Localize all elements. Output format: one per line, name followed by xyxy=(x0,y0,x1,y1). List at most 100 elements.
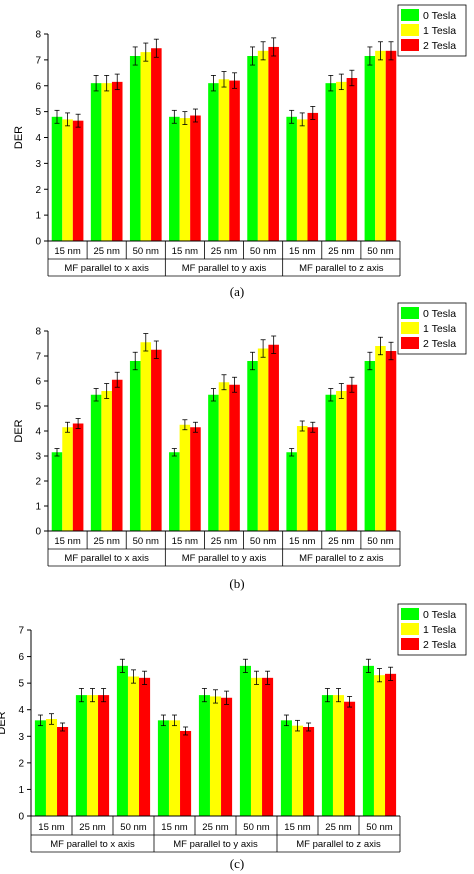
x-tick-label: 15 nm xyxy=(289,246,315,257)
bar-1-tesla-5 xyxy=(218,382,230,531)
bar-2-tesla-4 xyxy=(190,115,201,241)
y-tick-label: 4 xyxy=(18,705,24,716)
x-tick-label: 25 nm xyxy=(202,822,228,833)
y-tick-label: 6 xyxy=(35,81,41,92)
x-tick-label: 25 nm xyxy=(211,246,237,257)
bar-2-tesla-4 xyxy=(180,730,192,816)
x-tick-label: 50 nm xyxy=(243,822,269,833)
bar-0-tesla-7 xyxy=(286,116,297,241)
group-label: MF parallel to x axis xyxy=(50,839,135,850)
bar-0-tesla-5 xyxy=(198,695,210,816)
group-label: MF parallel to y axis xyxy=(182,553,267,564)
x-tick-label: 15 nm xyxy=(54,536,80,547)
bar-1-tesla-2 xyxy=(101,391,112,531)
panel-caption: (c) xyxy=(230,856,244,871)
y-tick-label: 1 xyxy=(35,502,41,513)
chart-1: 0 1 2 3 4 5 6 7 8 DER 15 nm 25 nm 50 nm 15 nm 25 nm 50 … xyxy=(13,4,467,299)
bar-1-tesla-3 xyxy=(140,342,152,531)
y-tick-label: 0 xyxy=(35,527,41,538)
chart-3: 0 1 2 3 4 5 6 7 DER 15 nm 25 nm 50 nm 15 nm 25 nm 50 n… xyxy=(0,603,467,871)
y-tick-label: 8 xyxy=(35,30,41,41)
bar-1-tesla-1 xyxy=(62,427,73,531)
legend: 0 Tesla 1 Tesla 2 Tesla xyxy=(397,4,467,57)
bar-1-tesla-4 xyxy=(179,118,191,241)
x-tick-label: 15 nm xyxy=(161,822,187,833)
y-tick-label: 2 xyxy=(35,477,41,488)
y-tick-label: 0 xyxy=(35,237,41,248)
bar-2-tesla-6 xyxy=(268,344,279,531)
bar-0-tesla-4 xyxy=(169,452,180,531)
bar-2-tesla-9 xyxy=(385,673,397,816)
legend-swatch xyxy=(401,337,419,349)
y-tick-label: 5 xyxy=(18,679,24,690)
bar-2-tesla-3 xyxy=(139,677,151,816)
legend-label: 2 Tesla xyxy=(423,338,456,350)
x-tick-label: 15 nm xyxy=(172,536,198,547)
legend-swatch xyxy=(401,9,419,21)
bar-0-tesla-2 xyxy=(75,695,87,816)
legend-label: 1 Tesla xyxy=(423,323,456,335)
bar-0-tesla-9 xyxy=(362,665,374,816)
group-label: MF parallel to x axis xyxy=(64,553,149,564)
bar-1-tesla-5 xyxy=(218,79,230,241)
y-tick-label: 7 xyxy=(18,626,24,637)
bar-2-tesla-5 xyxy=(229,80,240,241)
bar-2-tesla-1 xyxy=(72,120,84,241)
chart-2: 0 1 2 3 4 5 6 7 8 DER 15 nm 25 nm 50 nm 15 nm 25 nm 50 … xyxy=(13,302,467,591)
bar-0-tesla-3 xyxy=(129,361,141,531)
y-tick-label: 6 xyxy=(35,377,41,388)
x-tick-label: 15 nm xyxy=(284,822,310,833)
bar-2-tesla-7 xyxy=(307,112,319,241)
bar-1-tesla-1 xyxy=(45,719,58,816)
legend-swatch xyxy=(401,39,419,51)
legend-swatch xyxy=(401,307,419,319)
panel-caption: (b) xyxy=(229,576,244,591)
y-tick-label: 6 xyxy=(18,652,24,663)
y-tick-label: 3 xyxy=(35,159,41,170)
y-tick-label: 5 xyxy=(35,107,41,118)
bar-0-tesla-5 xyxy=(208,83,219,241)
bar-0-tesla-3 xyxy=(116,665,128,816)
bar-2-tesla-1 xyxy=(72,423,84,531)
x-tick-label: 50 nm xyxy=(250,536,276,547)
y-tick-label: 2 xyxy=(35,185,41,196)
y-tick-label: 3 xyxy=(18,732,24,743)
bar-1-tesla-6 xyxy=(257,50,269,241)
bar-1-tesla-9 xyxy=(375,346,386,531)
x-tick-label: 25 nm xyxy=(328,536,354,547)
bar-1-tesla-4 xyxy=(179,424,191,531)
x-tick-label: 50 nm xyxy=(367,536,393,547)
bar-1-tesla-6 xyxy=(257,348,269,531)
bar-1-tesla-1 xyxy=(62,119,73,241)
x-tick-label: 50 nm xyxy=(367,246,393,257)
bar-0-tesla-8 xyxy=(325,394,337,531)
bar-1-tesla-8 xyxy=(336,81,347,242)
group-label: MF parallel to z axis xyxy=(299,553,384,564)
x-tick-label: 15 nm xyxy=(38,822,64,833)
bar-0-tesla-2 xyxy=(90,83,102,241)
legend: 0 Tesla 1 Tesla 2 Tesla xyxy=(397,603,467,656)
bar-1-tesla-2 xyxy=(101,83,112,241)
bar-0-tesla-3 xyxy=(129,55,141,241)
bar-0-tesla-9 xyxy=(364,55,376,241)
legend: 0 Tesla 1 Tesla 2 Tesla xyxy=(397,302,467,355)
y-tick-label: 5 xyxy=(35,402,41,413)
y-tick-label: 7 xyxy=(35,55,41,66)
bar-2-tesla-7 xyxy=(303,726,315,816)
bar-1-tesla-2 xyxy=(86,695,99,816)
bar-1-tesla-3 xyxy=(127,676,140,816)
bar-0-tesla-6 xyxy=(247,361,258,531)
legend-label: 1 Tesla xyxy=(423,624,456,636)
y-tick-label: 4 xyxy=(35,427,41,438)
y-tick-label: 1 xyxy=(18,785,24,796)
bar-1-tesla-8 xyxy=(336,391,347,531)
bar-2-tesla-7 xyxy=(307,427,319,531)
bar-2-tesla-4 xyxy=(190,427,201,531)
x-tick-label: 50 nm xyxy=(250,246,276,257)
group-label: MF parallel to z axis xyxy=(299,263,384,274)
bar-2-tesla-6 xyxy=(262,677,274,816)
group-label: MF parallel to y axis xyxy=(173,839,258,850)
y-axis-label: DER xyxy=(13,419,25,442)
bar-0-tesla-2 xyxy=(90,394,102,531)
